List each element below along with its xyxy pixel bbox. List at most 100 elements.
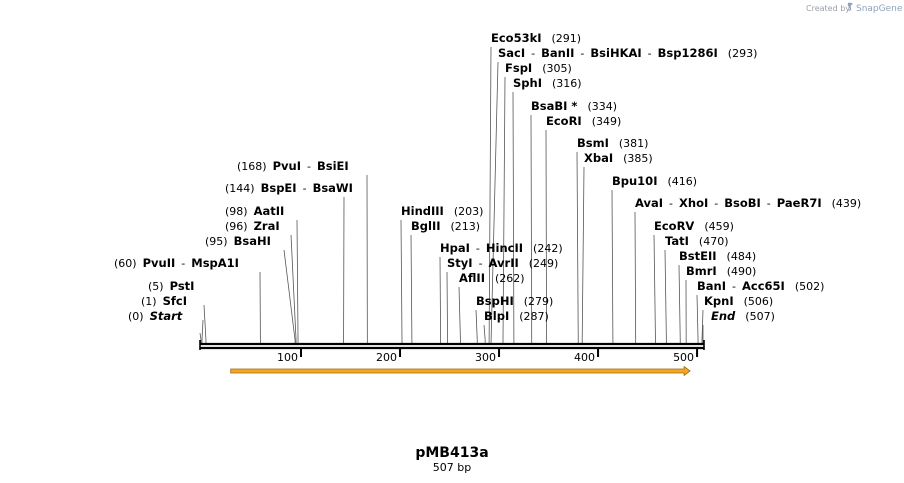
enzyme-name: SacI — [498, 46, 525, 60]
enzyme-name: BspHI — [476, 294, 514, 308]
site-label[interactable]: End (507) — [711, 309, 775, 323]
feature-arrow[interactable] — [230, 365, 691, 377]
enzyme-name: BsaHI — [234, 234, 271, 248]
site-label[interactable]: (98) AatII — [225, 204, 284, 218]
site-position: - — [580, 47, 584, 60]
site-label[interactable]: FspI (305) — [505, 61, 572, 75]
enzyme-name: BsiHKAI — [590, 46, 641, 60]
site-label[interactable]: (1) SfcI — [141, 294, 187, 308]
site-position: - — [767, 197, 771, 210]
enzyme-name: EcoRV — [654, 219, 694, 233]
site-position: (470) — [699, 235, 729, 248]
enzyme-name: AatII — [254, 204, 285, 218]
enzyme-name: AvrII — [489, 256, 519, 270]
enzyme-name: SphI — [513, 76, 542, 90]
site-position: (203) — [454, 205, 484, 218]
site-label[interactable]: SacI - BanII - BsiHKAI - Bsp1286I (293) — [498, 46, 757, 60]
site-label[interactable]: BsaBI * (334) — [531, 99, 617, 113]
enzyme-name: MspA1I — [191, 256, 239, 270]
site-leader-line — [410, 234, 413, 344]
site-label[interactable]: (95) BsaHI — [205, 234, 271, 248]
site-position: - — [181, 257, 185, 270]
enzyme-name: StyI — [447, 256, 473, 270]
site-position: (279) — [524, 295, 554, 308]
site-position: (490) — [727, 265, 757, 278]
ruler-tick-label: 200 — [376, 351, 397, 364]
site-position: (60) — [114, 257, 137, 270]
enzyme-name: BlpI — [484, 309, 509, 323]
site-position: (293) — [728, 47, 758, 60]
site-position: (242) — [533, 242, 563, 255]
site-label[interactable]: (60) PvuII - MspA1I — [114, 256, 239, 270]
site-label[interactable]: XbaI (385) — [584, 151, 653, 165]
site-label[interactable]: StyI - AvrII (249) — [447, 256, 558, 270]
site-position: - — [732, 280, 736, 293]
site-leader-line — [290, 234, 297, 344]
enzyme-name: BsiEI — [317, 159, 349, 173]
enzyme-name: AflII — [459, 271, 485, 285]
site-leader-line — [634, 211, 637, 344]
site-position: (1) — [141, 295, 157, 308]
enzyme-name: FspI — [505, 61, 532, 75]
site-label[interactable]: BspHI (279) — [476, 294, 553, 308]
site-leader-line — [502, 76, 506, 344]
site-label[interactable]: (144) BspEI - BsaWI — [225, 181, 353, 195]
enzyme-name: BspEI — [261, 181, 297, 195]
enzyme-name: End — [711, 309, 736, 323]
site-leader-line — [512, 91, 515, 344]
ruler: 100 200 300 400 500 — [277, 349, 699, 364]
site-position: - — [479, 257, 483, 270]
site-label[interactable]: SphI (316) — [513, 76, 582, 90]
enzyme-name: Bsp1286I — [658, 46, 718, 60]
site-label[interactable]: (168) PvuI - BsiEI — [237, 159, 349, 173]
site-label[interactable]: (96) ZraI — [225, 219, 280, 233]
site-position: - — [307, 160, 311, 173]
site-position: (95) — [205, 235, 228, 248]
site-label[interactable]: (0) Start — [128, 309, 183, 323]
site-leader-line — [701, 309, 704, 344]
site-position: (459) — [704, 220, 734, 233]
site-label[interactable]: Eco53kI (291) — [491, 31, 581, 45]
enzyme-name: Eco53kI — [491, 31, 542, 45]
enzyme-name: PvuII — [143, 256, 176, 270]
site-leader-line — [611, 189, 614, 344]
site-position: (506) — [744, 295, 774, 308]
site-label[interactable]: Bpu10I (416) — [612, 174, 697, 188]
site-position: (507) — [745, 310, 775, 323]
feature-arrow-shape[interactable] — [230, 365, 691, 377]
site-label[interactable]: BsmI (381) — [577, 136, 648, 150]
site-label[interactable]: BlpI (287) — [484, 309, 549, 323]
site-leader-line — [664, 249, 667, 344]
site-label[interactable]: HpaI - HincII (242) — [440, 241, 563, 255]
site-position: (305) — [542, 62, 572, 75]
site-label[interactable]: BanI - Acc65I (502) — [697, 279, 824, 293]
site-label[interactable]: (5) PstI — [148, 279, 194, 293]
enzyme-name: BglII — [411, 219, 441, 233]
site-leader-line — [545, 129, 547, 344]
enzyme-name: BmrI — [686, 264, 717, 278]
site-label[interactable]: AflII (262) — [459, 271, 525, 285]
enzyme-name: BanI — [697, 279, 726, 293]
site-leader-line — [678, 264, 681, 344]
site-label[interactable]: BglII (213) — [411, 219, 480, 233]
site-leader-line — [488, 46, 492, 344]
site-position: (144) — [225, 182, 255, 195]
site-label[interactable]: HindIII (203) — [401, 204, 483, 218]
site-leader-line — [203, 304, 207, 344]
site-label[interactable]: KpnI (506) — [704, 294, 773, 308]
site-label[interactable]: EcoRI (349) — [546, 114, 621, 128]
site-label[interactable]: BstEII (484) — [679, 249, 756, 263]
site-position: (334) — [587, 100, 617, 113]
site-leader-line — [201, 319, 204, 344]
site-leader-line — [490, 61, 499, 344]
site-position: (349) — [592, 115, 622, 128]
site-leader-line — [475, 309, 478, 344]
site-label[interactable]: BmrI (490) — [686, 264, 756, 278]
site-label[interactable]: TatI (470) — [665, 234, 729, 248]
site-label[interactable]: EcoRV (459) — [654, 219, 734, 233]
site-leader-line — [458, 286, 461, 344]
created-by-text: Created by — [806, 4, 850, 13]
site-label[interactable]: AvaI - XhoI - BsoBI - PaeR7I (439) — [635, 196, 861, 210]
enzyme-name: PvuI — [273, 159, 301, 173]
